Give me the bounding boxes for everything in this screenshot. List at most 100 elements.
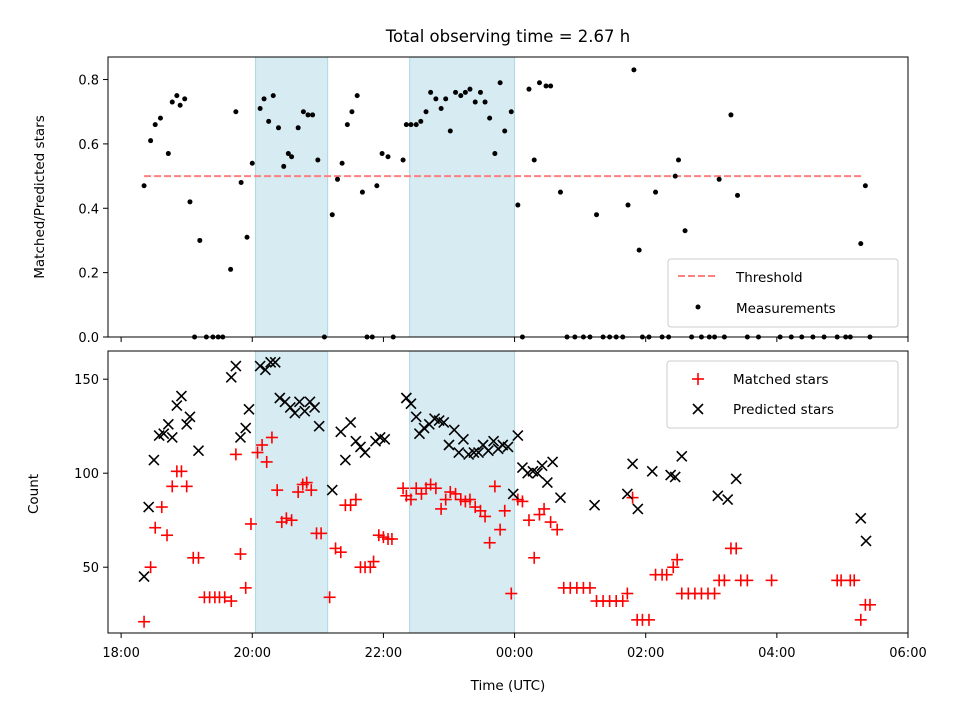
- matched-star-marker: [225, 595, 238, 608]
- predicted-star-marker: [669, 471, 681, 483]
- bottom-y-tick-label: 100: [74, 467, 99, 482]
- measurement-point: [335, 176, 341, 182]
- bottom-x-tick-label: 02:00: [627, 646, 664, 661]
- measurement-point: [428, 89, 434, 95]
- predicted-star-marker: [722, 493, 734, 506]
- predicted-star-marker: [326, 484, 338, 496]
- predicted-star-marker: [860, 535, 872, 547]
- bottom-y-tick-label: 150: [74, 373, 99, 388]
- matched-star-marker: [385, 533, 398, 545]
- predicted-star-marker: [265, 356, 277, 368]
- predicted-star-marker: [730, 473, 742, 485]
- predicted-star-marker: [143, 501, 155, 513]
- measurement-point: [285, 151, 291, 157]
- top-y-ticks: 0.0 0.2 0.4 0.6 0.8: [78, 74, 108, 346]
- predicted-star-marker: [259, 364, 271, 376]
- predicted-star-marker: [410, 411, 422, 423]
- matched-star-marker: [364, 561, 377, 574]
- measurement-point: [339, 160, 345, 166]
- measurement-point: [672, 173, 678, 179]
- measurement-point: [329, 212, 335, 218]
- measurement-point: [728, 112, 734, 118]
- predicted-star-marker: [418, 422, 430, 434]
- measurement-point: [557, 189, 563, 195]
- matched-star-marker: [166, 480, 179, 493]
- matched-star-marker: [444, 486, 457, 498]
- bottom-panel: 50 100 150 18:00 20:00 22:00 00:00 02:00 04:00 0…: [26, 350, 927, 694]
- legend-threshold-label: Threshold: [735, 270, 803, 286]
- measurement-point: [477, 89, 483, 95]
- matched-star-marker: [516, 495, 529, 508]
- measurement-point: [443, 96, 449, 102]
- matched-star-marker: [349, 493, 362, 506]
- measurement-point: [497, 80, 503, 86]
- predicted-star-marker: [554, 492, 567, 504]
- measurement-point: [244, 234, 250, 240]
- matched-star-marker: [435, 502, 448, 515]
- measurement-point: [487, 115, 493, 121]
- measurement-point: [148, 138, 154, 144]
- top-y-tick-label: 0.2: [78, 267, 99, 282]
- top-y-tick-label: 0.4: [78, 202, 99, 217]
- measurement-point: [543, 83, 549, 89]
- matched-star-marker: [265, 431, 278, 444]
- predicted-star-marker: [166, 431, 178, 444]
- measurement-point: [165, 151, 171, 157]
- measurement-point: [187, 199, 193, 205]
- predicted-star-marker: [547, 456, 559, 468]
- measurement-point: [515, 202, 521, 208]
- measurement-point: [349, 109, 355, 115]
- predicted-star-marker: [502, 441, 514, 453]
- x-axis-label: Time (UTC): [470, 678, 546, 694]
- measurement-point: [281, 163, 287, 169]
- matched-star-marker: [149, 521, 162, 534]
- predicted-star-marker: [171, 399, 183, 412]
- bottom-y-ticks: 50 100 150: [74, 373, 108, 576]
- predicted-star-marker: [405, 398, 417, 410]
- predicted-star-marker: [676, 450, 688, 462]
- predicted-star-marker: [230, 360, 242, 372]
- predicted-star-marker: [293, 396, 306, 408]
- predicted-star-marker: [192, 445, 205, 457]
- predicted-star-marker: [175, 390, 188, 402]
- measurement-point: [433, 96, 439, 102]
- top-y-axis-label: Matched/Predicted stars: [32, 115, 48, 278]
- measurement-point: [438, 105, 444, 111]
- matched-star-markers: [138, 431, 876, 628]
- measurement-point: [270, 93, 276, 99]
- measurement-point: [228, 266, 234, 272]
- measurement-point: [418, 118, 424, 124]
- predicted-star-marker: [308, 401, 321, 413]
- matched-star-marker: [397, 482, 410, 495]
- predicted-star-marker: [299, 405, 311, 417]
- matched-star-marker: [583, 581, 596, 594]
- legend-predicted-swatch: [692, 403, 704, 415]
- bottom-x-tick-label: 06:00: [889, 646, 926, 661]
- predicted-star-marker: [181, 418, 193, 430]
- matched-star-marker: [292, 486, 305, 498]
- measurement-point: [423, 109, 429, 115]
- measurement-point: [458, 93, 464, 99]
- predicted-star-marker: [472, 446, 485, 459]
- matched-star-marker: [315, 527, 328, 540]
- measurement-point: [177, 102, 183, 108]
- matched-star-marker: [463, 493, 476, 506]
- measurement-point: [289, 154, 295, 160]
- matched-star-marker: [256, 439, 269, 451]
- predicted-star-marker: [269, 356, 281, 368]
- matched-star-marker: [494, 523, 507, 536]
- measurement-point: [625, 202, 631, 208]
- matched-star-marker: [271, 484, 284, 497]
- matched-star-marker: [429, 482, 442, 495]
- measurement-point: [261, 96, 267, 102]
- top-legend-box: [667, 258, 899, 328]
- predicted-star-marker: [512, 430, 524, 442]
- measurement-point: [152, 122, 158, 128]
- measurement-point: [472, 99, 478, 105]
- chart-title: Total observing time = 2.67 h: [385, 27, 630, 46]
- top-y-tick-label: 0.8: [78, 74, 99, 89]
- measurement-point: [453, 89, 459, 95]
- measurement-point: [169, 99, 175, 105]
- predicted-star-marker: [184, 411, 196, 423]
- matched-star-marker: [671, 553, 684, 566]
